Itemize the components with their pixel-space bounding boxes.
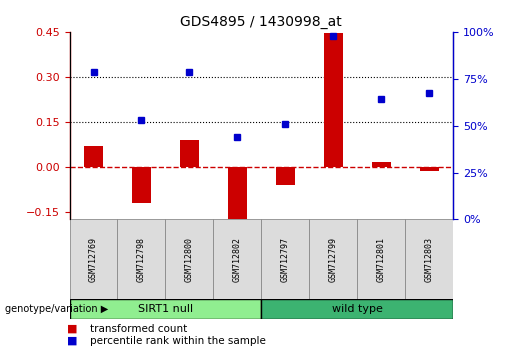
Bar xyxy=(420,167,439,171)
Text: SIRT1 null: SIRT1 null xyxy=(138,304,193,314)
Text: GSM712769: GSM712769 xyxy=(89,237,98,282)
Text: GSM712797: GSM712797 xyxy=(281,237,290,282)
Title: GDS4895 / 1430998_at: GDS4895 / 1430998_at xyxy=(180,16,342,29)
Bar xyxy=(372,162,391,167)
Bar xyxy=(228,167,247,219)
Bar xyxy=(213,219,261,299)
Bar xyxy=(70,219,117,299)
Text: transformed count: transformed count xyxy=(90,324,187,333)
Text: GSM712803: GSM712803 xyxy=(425,237,434,282)
Bar xyxy=(357,219,405,299)
Bar xyxy=(117,219,165,299)
Text: wild type: wild type xyxy=(332,304,383,314)
Text: GSM712799: GSM712799 xyxy=(329,237,338,282)
Bar xyxy=(276,167,295,185)
Text: genotype/variation ▶: genotype/variation ▶ xyxy=(5,304,108,314)
Bar xyxy=(132,167,151,203)
Text: GSM712798: GSM712798 xyxy=(137,237,146,282)
Bar xyxy=(165,219,213,299)
Bar xyxy=(84,146,103,167)
Text: percentile rank within the sample: percentile rank within the sample xyxy=(90,336,266,346)
Bar xyxy=(324,33,343,167)
Text: GSM712801: GSM712801 xyxy=(377,237,386,282)
Bar xyxy=(70,299,261,319)
Text: ■: ■ xyxy=(67,336,77,346)
Text: ■: ■ xyxy=(67,324,77,333)
Bar xyxy=(180,140,199,167)
Bar xyxy=(261,219,310,299)
Text: GSM712802: GSM712802 xyxy=(233,237,242,282)
Bar xyxy=(261,299,453,319)
Bar xyxy=(310,219,357,299)
Text: GSM712800: GSM712800 xyxy=(185,237,194,282)
Bar xyxy=(405,219,453,299)
